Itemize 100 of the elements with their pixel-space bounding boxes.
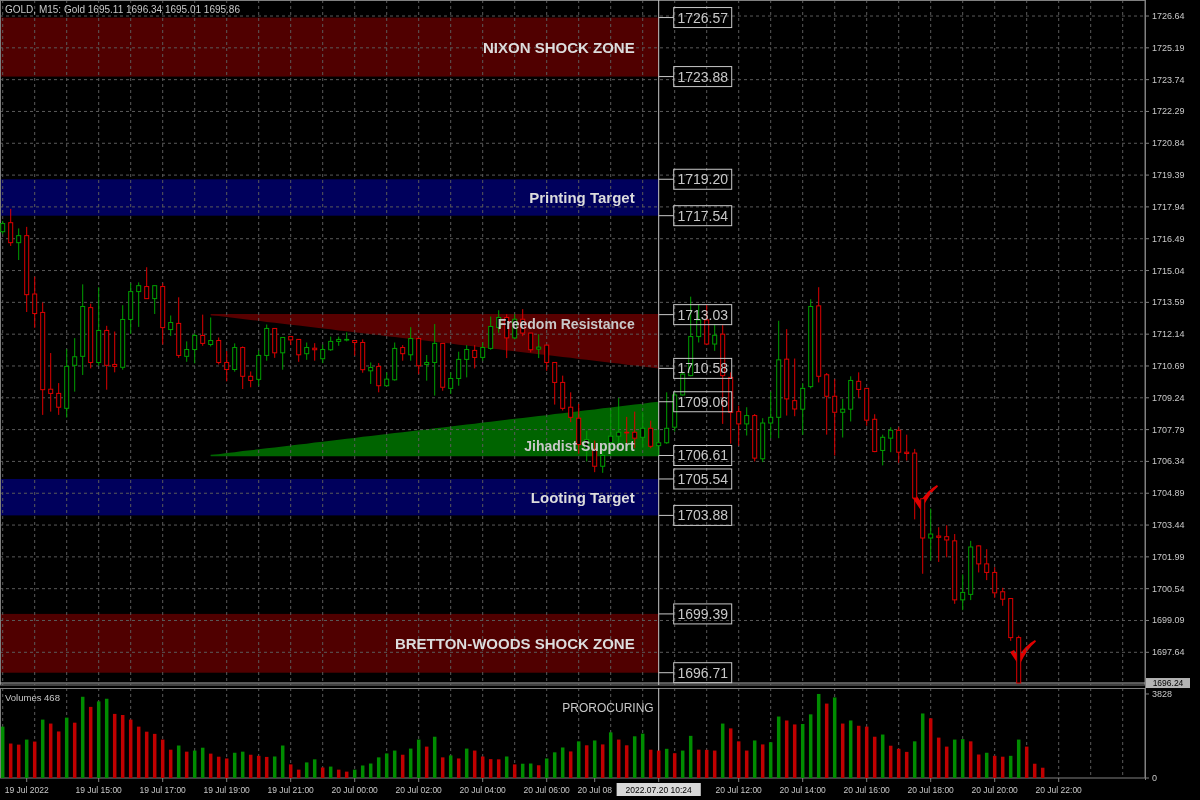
x-tick-label: 20 Jul 08: [577, 784, 613, 795]
x-tick-label: 19 Jul 15:00: [75, 784, 123, 795]
annotation: 1719.20: [677, 171, 729, 188]
band-label: BRETTON-WOODS SHOCK ZONE: [394, 634, 635, 652]
x-tick-label: 20 Jul 20:00: [971, 784, 1019, 795]
candlestick: [744, 406, 750, 437]
candlestick: [768, 391, 774, 439]
candlestick: [880, 434, 886, 466]
candlestick: [432, 323, 438, 397]
candlestick: [376, 362, 382, 393]
y-tick-label: 1699.09: [1152, 615, 1185, 626]
candlestick: [296, 338, 302, 363]
candlestick: [904, 434, 910, 462]
candlestick: [976, 544, 982, 573]
candlestick: [856, 371, 862, 399]
candlestick: [960, 573, 966, 611]
candlestick: [232, 342, 238, 373]
x-tick-label: 20 Jul 12:00: [715, 784, 763, 795]
y-tick-label: 1709.24: [1152, 392, 1185, 403]
candlestick: [648, 420, 654, 449]
candlestick: [888, 426, 894, 453]
y-tick-label: 1717.94: [1152, 201, 1185, 212]
candlestick: [184, 340, 190, 363]
candlestick: [16, 227, 22, 261]
y-tick-label: 1701.99: [1152, 551, 1185, 562]
candlestick: [568, 391, 574, 423]
y-tick-label: 1700.54: [1152, 583, 1185, 594]
annotation: 1717.54: [677, 207, 729, 224]
candlestick: [832, 378, 838, 456]
candlestick: [72, 337, 78, 393]
x-tick-label: 20 Jul 02:00: [395, 784, 443, 795]
ref-line-label: 1696.24: [1152, 678, 1184, 689]
candlestick: [552, 361, 558, 406]
candlestick: [472, 344, 478, 369]
candlestick: [48, 352, 54, 413]
candlestick: [448, 371, 454, 395]
y-tick-label: 1715.04: [1152, 265, 1185, 276]
candlestick: [192, 333, 198, 364]
y-tick-label: 1720.84: [1152, 138, 1185, 149]
candlestick: [200, 314, 206, 347]
annotation: 1703.88: [677, 507, 729, 524]
x-tick-label: 20 Jul 18:00: [907, 784, 955, 795]
y-tick-label: 1710.69: [1152, 360, 1185, 371]
candlestick: [408, 326, 414, 362]
annotation: 1705.54: [677, 470, 729, 487]
candlestick: [640, 411, 646, 449]
candlestick: [936, 526, 942, 563]
candlestick: [216, 336, 222, 365]
candlestick: [424, 354, 430, 382]
x-tick-label: 20 Jul 00:00: [331, 784, 379, 795]
candlestick: [456, 351, 462, 387]
candlestick: [928, 508, 934, 562]
candlestick: [256, 349, 262, 387]
candlestick: [712, 323, 718, 352]
y-tick-label: 1712.14: [1152, 329, 1185, 340]
y-tick-label: 1723.74: [1152, 74, 1185, 85]
y-tick-label: 1722.29: [1152, 106, 1185, 117]
candlestick: [112, 331, 118, 373]
candlestick: [544, 344, 550, 372]
annotation: 1726.57: [677, 9, 729, 26]
x-tick-label: 20 Jul 22:00: [1035, 784, 1083, 795]
candlestick: [8, 208, 14, 247]
x-tick-label: 20 Jul 06:00: [523, 784, 571, 795]
x-tick-label: 20 Jul 04:00: [459, 784, 507, 795]
annotation: PROROCURING: [562, 701, 654, 715]
y-tick-label: 1706.34: [1152, 456, 1185, 467]
candlestick: [536, 333, 542, 359]
candlestick: [224, 350, 230, 382]
candlestick: [488, 316, 494, 351]
x-tick-label: 19 Jul 21:00: [267, 784, 315, 795]
band-label: NIXON SHOCK ZONE: [483, 38, 635, 56]
candlestick: [792, 358, 798, 417]
y-tick-label: 0: [1152, 773, 1158, 783]
y-tick-label: 1697.64: [1152, 647, 1185, 658]
y-tick-label: 1719.39: [1152, 170, 1185, 181]
candlestick: [800, 382, 806, 436]
y-tick-label: 1725.19: [1152, 42, 1185, 53]
y-tick-label: 3828: [1152, 688, 1173, 699]
y-tick-label: 1703.44: [1152, 520, 1185, 531]
candlestick: [208, 316, 214, 347]
candlestick: [480, 342, 486, 362]
chart-title: GOLD, M15: Gold 1695.11 1696.34 1695.01 1695.86: [5, 3, 241, 15]
candlestick: [32, 276, 38, 329]
annotation: 1699.39: [677, 605, 729, 622]
band-label: Printing Target: [529, 188, 635, 206]
chart-title: Volumes 468: [5, 691, 60, 703]
candlestick: [464, 344, 470, 378]
candlestick: [840, 398, 846, 438]
candlestick: [736, 405, 742, 447]
candlestick: [152, 285, 158, 315]
annotation: 1723.88: [677, 68, 729, 85]
y-tick-label: 1704.89: [1152, 488, 1185, 499]
candlestick: [368, 361, 374, 385]
candlestick: [136, 281, 142, 328]
candlestick: [944, 524, 950, 558]
x-tick-label: 20 Jul 16:00: [843, 784, 891, 795]
candlestick: [992, 566, 998, 599]
candlestick: [280, 336, 286, 371]
x-tick-label: 20 Jul 14:00: [779, 784, 827, 795]
candlestick: [656, 429, 662, 456]
